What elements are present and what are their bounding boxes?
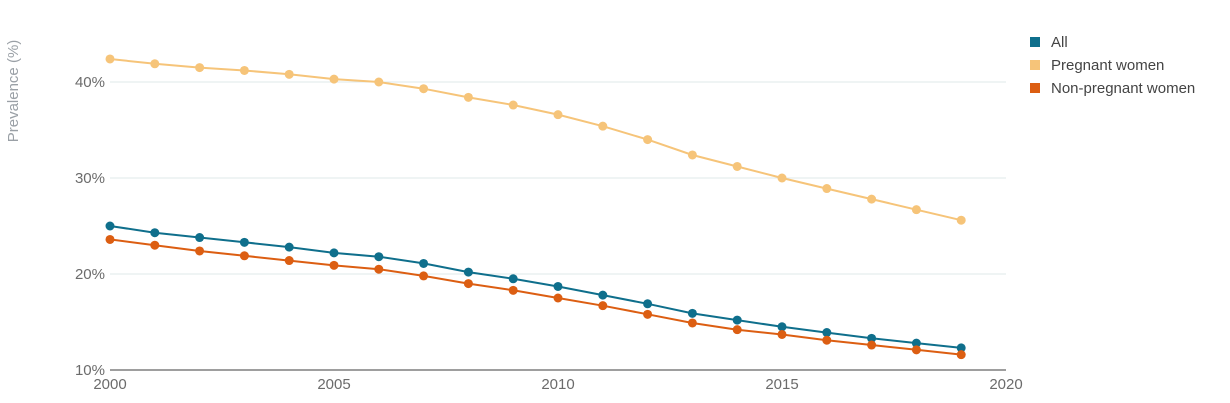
data-point[interactable] xyxy=(822,335,832,345)
x-tick-label: 2015 xyxy=(765,376,798,393)
data-point[interactable] xyxy=(195,246,205,256)
data-point[interactable] xyxy=(329,260,339,270)
data-point[interactable] xyxy=(284,69,294,79)
data-point[interactable] xyxy=(956,343,966,353)
data-point[interactable] xyxy=(374,264,384,274)
data-point[interactable] xyxy=(374,252,384,262)
data-point[interactable] xyxy=(419,258,429,268)
data-point[interactable] xyxy=(284,256,294,266)
data-point[interactable] xyxy=(463,279,473,289)
data-point[interactable] xyxy=(732,315,742,325)
data-point[interactable] xyxy=(284,242,294,252)
data-point[interactable] xyxy=(463,267,473,277)
data-point[interactable] xyxy=(956,350,966,360)
data-point[interactable] xyxy=(239,65,249,75)
data-point[interactable] xyxy=(643,135,653,145)
data-point[interactable] xyxy=(239,251,249,261)
data-point[interactable] xyxy=(105,234,115,244)
data-point[interactable] xyxy=(195,233,205,243)
data-point[interactable] xyxy=(777,322,787,332)
series-non-pregnant-women xyxy=(105,234,966,360)
legend-item[interactable]: Pregnant women xyxy=(1030,57,1164,74)
data-point[interactable] xyxy=(598,121,608,131)
data-point[interactable] xyxy=(508,274,518,284)
data-point[interactable] xyxy=(777,329,787,339)
series-line xyxy=(109,238,962,356)
data-point[interactable] xyxy=(105,221,115,231)
data-point[interactable] xyxy=(643,299,653,309)
legend-item[interactable]: All xyxy=(1030,34,1068,51)
data-point[interactable] xyxy=(508,285,518,295)
data-point[interactable] xyxy=(598,301,608,311)
data-point[interactable] xyxy=(329,74,339,84)
data-point[interactable] xyxy=(956,215,966,225)
x-tick-label: 2005 xyxy=(317,376,350,393)
data-point[interactable] xyxy=(867,333,877,343)
y-tick-label: 40% xyxy=(75,74,105,91)
legend-swatch xyxy=(1030,83,1040,93)
data-point[interactable] xyxy=(598,290,608,300)
data-point[interactable] xyxy=(911,338,921,348)
legend-label: Pregnant women xyxy=(1051,57,1164,74)
data-point[interactable] xyxy=(867,340,877,350)
data-point[interactable] xyxy=(105,54,115,64)
legend-swatch xyxy=(1030,60,1040,70)
gridlines xyxy=(110,81,1006,371)
series-lines xyxy=(105,54,966,360)
x-tick-label: 2010 xyxy=(541,376,574,393)
data-point[interactable] xyxy=(419,271,429,281)
data-point[interactable] xyxy=(150,228,160,238)
data-point[interactable] xyxy=(822,328,832,338)
data-point[interactable] xyxy=(374,77,384,87)
legend-item[interactable]: Non-pregnant women xyxy=(1030,80,1195,97)
data-point[interactable] xyxy=(195,63,205,73)
y-tick-label: 20% xyxy=(75,266,105,283)
series-line xyxy=(109,225,962,349)
data-point[interactable] xyxy=(687,308,697,318)
data-point[interactable] xyxy=(150,240,160,250)
data-point[interactable] xyxy=(508,100,518,110)
x-tick-label: 2000 xyxy=(93,376,126,393)
x-tick-label: 2020 xyxy=(989,376,1022,393)
data-point[interactable] xyxy=(239,237,249,247)
series-pregnant-women xyxy=(105,54,966,225)
data-point[interactable] xyxy=(777,173,787,183)
data-point[interactable] xyxy=(329,248,339,258)
data-point[interactable] xyxy=(822,184,832,194)
series-line xyxy=(109,58,962,222)
data-point[interactable] xyxy=(419,84,429,94)
axes: Prevalence (%) 10% 20% 30% 40% 2000 2005 2010 2… xyxy=(5,40,1023,393)
data-point[interactable] xyxy=(643,309,653,319)
data-point[interactable] xyxy=(732,161,742,171)
y-tick-label: 10% xyxy=(75,362,105,379)
data-point[interactable] xyxy=(463,92,473,102)
legend: All Pregnant women Non-pregnant women xyxy=(1030,34,1195,97)
legend-swatch xyxy=(1030,37,1040,47)
legend-label: Non-pregnant women xyxy=(1051,80,1195,97)
data-point[interactable] xyxy=(911,205,921,215)
data-point[interactable] xyxy=(911,345,921,355)
data-point[interactable] xyxy=(687,150,697,160)
legend-label: All xyxy=(1051,34,1068,51)
data-point[interactable] xyxy=(732,325,742,335)
data-point[interactable] xyxy=(553,281,563,291)
series-all xyxy=(105,221,966,353)
data-point[interactable] xyxy=(150,59,160,69)
data-point[interactable] xyxy=(867,194,877,204)
y-axis-title: Prevalence (%) xyxy=(5,40,22,143)
data-point[interactable] xyxy=(687,318,697,328)
y-tick-label: 30% xyxy=(75,170,105,187)
data-point[interactable] xyxy=(553,293,563,303)
data-point[interactable] xyxy=(553,110,563,120)
